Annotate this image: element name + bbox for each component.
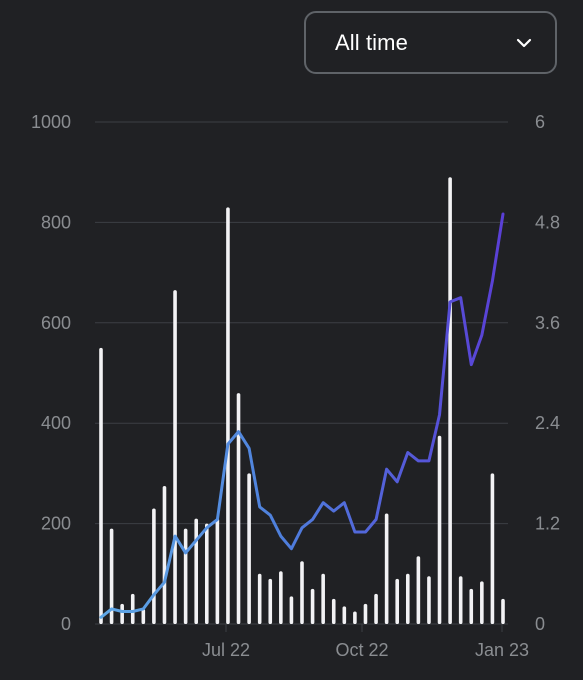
- left-tick-label: 800: [41, 212, 71, 232]
- bar: [353, 611, 357, 624]
- bar: [204, 523, 209, 624]
- bar: [279, 571, 283, 624]
- bar: [183, 528, 188, 624]
- bar: [458, 576, 463, 624]
- bar: [437, 435, 442, 624]
- bar: [363, 603, 368, 624]
- right-tick-label: 0: [535, 614, 545, 634]
- bar: [247, 473, 251, 624]
- bar: [120, 603, 124, 624]
- right-axis-ticks: 6 4.8 3.6 2.4 1.2 0: [535, 112, 560, 634]
- bar: [384, 513, 389, 624]
- gridlines: [95, 121, 508, 625]
- bar-series: [99, 177, 505, 624]
- right-tick-label: 6: [535, 112, 545, 132]
- bar: [490, 473, 495, 624]
- bar: [194, 518, 199, 624]
- bar: [215, 518, 220, 624]
- bar: [480, 581, 484, 624]
- bar: [501, 598, 505, 624]
- bar: [342, 606, 347, 624]
- left-axis-ticks: 1000 800 600 400 200 0: [31, 112, 71, 634]
- bar: [416, 556, 421, 624]
- bar: [321, 573, 325, 624]
- bar: [226, 207, 230, 624]
- x-tick-label: Oct 22: [335, 640, 388, 660]
- bar: [99, 347, 103, 624]
- right-tick-label: 1.2: [535, 514, 560, 534]
- left-tick-label: 200: [41, 514, 71, 534]
- time-range-value: All time: [335, 30, 408, 55]
- bar: [141, 608, 146, 624]
- x-axis-ticks: Jul 22 Oct 22 Jan 23: [202, 624, 529, 660]
- right-tick-label: 2.4: [535, 413, 560, 433]
- bar: [469, 588, 474, 624]
- bar: [300, 561, 304, 624]
- left-tick-label: 400: [41, 413, 71, 433]
- left-tick-label: 0: [61, 614, 71, 634]
- bar: [109, 528, 114, 624]
- chevron-down-icon: [516, 38, 532, 48]
- bar: [405, 573, 410, 624]
- bar: [289, 596, 294, 624]
- right-tick-label: 3.6: [535, 313, 560, 333]
- bar: [310, 588, 315, 624]
- bar: [448, 177, 452, 624]
- bar: [427, 576, 431, 624]
- bar: [173, 290, 177, 624]
- series-line: [99, 212, 505, 619]
- bar: [395, 578, 400, 624]
- bar: [236, 393, 241, 624]
- bar: [268, 578, 273, 624]
- left-tick-label: 600: [41, 313, 71, 333]
- line-series: [99, 212, 505, 619]
- x-tick-label: Jan 23: [475, 640, 529, 660]
- bar: [130, 593, 135, 624]
- bar: [374, 593, 378, 624]
- x-tick-label: Jul 22: [202, 640, 250, 660]
- bar: [152, 508, 156, 624]
- bar: [162, 485, 167, 624]
- left-tick-label: 1000: [31, 112, 71, 132]
- right-tick-label: 4.8: [535, 212, 560, 232]
- bar: [257, 573, 262, 624]
- bar: [331, 598, 336, 624]
- time-range-dropdown[interactable]: All time: [304, 11, 557, 74]
